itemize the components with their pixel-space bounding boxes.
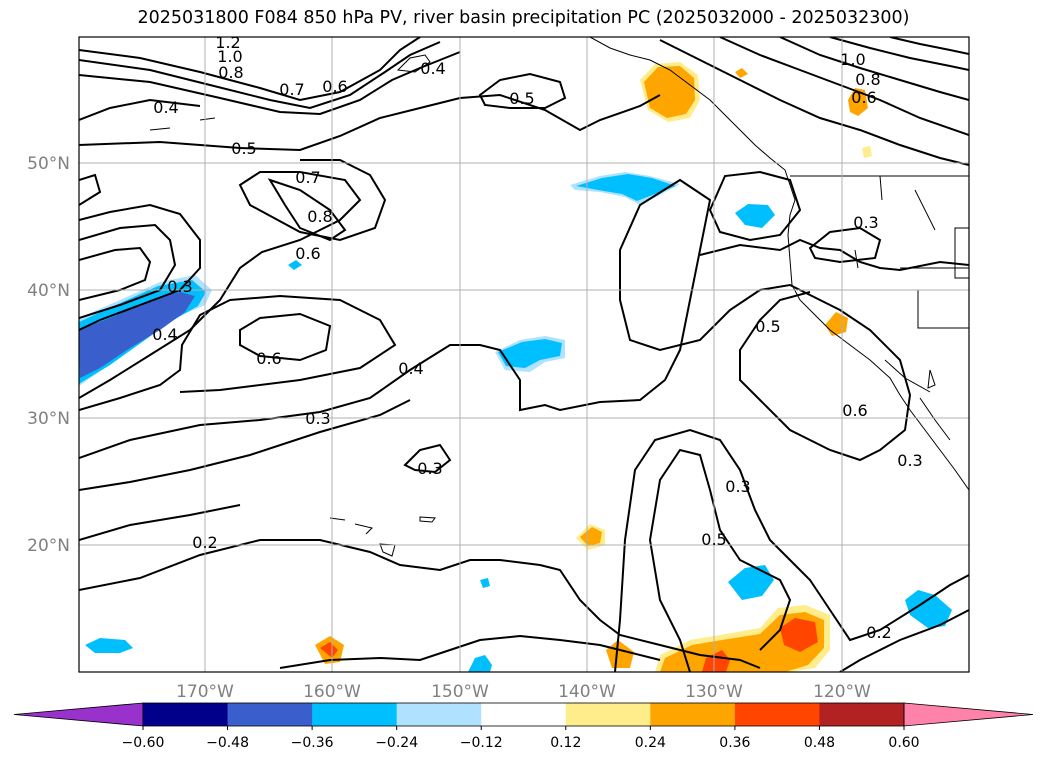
lat-label: 30°N	[27, 409, 70, 429]
colorbar-tick-label: 0.24	[635, 735, 666, 751]
contour-label: 0.6	[842, 401, 867, 420]
contour-label: 0.3	[417, 459, 442, 478]
lon-label: 120°W	[813, 682, 871, 702]
contour-label: 0.2	[866, 623, 891, 642]
contour-label: 0.3	[167, 277, 192, 296]
lat-label: 20°N	[27, 536, 70, 556]
colorbar-tick-label: 0.60	[888, 735, 919, 751]
contour-label: 0.4	[420, 59, 445, 78]
contour-label: 0.5	[755, 317, 780, 336]
contour-label: 0.8	[307, 207, 332, 226]
map-frame	[78, 36, 970, 673]
negative-anomaly-shading	[79, 172, 952, 672]
colorbar-segment	[650, 703, 736, 726]
colorbar-tick-label: −0.48	[206, 735, 249, 751]
lat-label: 50°N	[27, 154, 70, 174]
contour-label: 0.8	[855, 70, 880, 89]
contour-label: 0.5	[231, 139, 256, 158]
longitude-labels: 170°W 160°W 150°W 140°W 130°W 120°W	[176, 682, 871, 702]
colorbar-tick-label: −0.24	[375, 735, 418, 751]
contour-label: 0.4	[152, 325, 177, 344]
contour-label: 0.6	[256, 349, 281, 368]
colorbar-segment	[143, 703, 229, 726]
colorbar-tick-label: −0.12	[460, 735, 503, 751]
contour-label: 0.3	[853, 213, 878, 232]
colorbar-segment	[481, 703, 567, 726]
colorbar-segment	[819, 703, 905, 726]
colorbar-segment	[312, 703, 398, 726]
contour-label: 0.2	[192, 533, 217, 552]
lon-label: 160°W	[303, 682, 361, 702]
contour-label: 0.7	[295, 168, 320, 187]
lon-label: 170°W	[176, 682, 234, 702]
colorbar-frame	[142, 702, 905, 727]
pv-contours	[79, 37, 969, 672]
contour-label: 1.0	[217, 47, 242, 66]
colorbar-segment	[565, 703, 651, 726]
contour-label: 0.4	[398, 359, 423, 378]
lon-label: 150°W	[431, 682, 489, 702]
contour-label: 0.3	[305, 409, 330, 428]
contour-label: 0.5	[701, 530, 726, 549]
contour-label: 0.6	[295, 244, 320, 263]
contour-label: 0.4	[153, 98, 178, 117]
contour-label: 0.6	[322, 77, 347, 96]
colorbar-extend-low	[13, 702, 144, 727]
contour-label: 1.2	[215, 33, 240, 52]
lat-label: 40°N	[27, 281, 70, 301]
map-gridlines	[79, 37, 969, 672]
contour-label: 0.8	[218, 63, 243, 82]
colorbar-tick-label: 0.48	[804, 735, 835, 751]
contour-label: 0.3	[725, 477, 750, 496]
colorbar: −0.60 −0.48 −0.36 −0.24 −0.12 0.12 0.24 0.36 0.4…	[13, 702, 1034, 751]
contour-label: 0.3	[897, 451, 922, 470]
contour-label: 0.5	[509, 89, 534, 108]
colorbar-tick-label: −0.36	[291, 735, 334, 751]
colorbar-tick-label: −0.60	[122, 735, 165, 751]
lon-label: 140°W	[558, 682, 616, 702]
map-title: 2025031800 F084 850 hPa PV, river basin …	[137, 8, 910, 28]
contour-label: 1.0	[840, 50, 865, 69]
colorbar-tick-label: 0.36	[719, 735, 750, 751]
contour-label: 0.7	[279, 80, 304, 99]
colorbar-segment	[227, 703, 313, 726]
colorbar-segment	[396, 703, 482, 726]
latitude-labels: 50°N 40°N 30°N 20°N	[27, 154, 70, 556]
colorbar-segment	[734, 703, 820, 726]
contour-labels: 1.2 1.0 0.8 0.7 0.6 0.4 0.4 0.5 1.0 0.8 …	[152, 33, 922, 642]
colorbar-tick-label: 0.12	[550, 735, 581, 751]
colorbar-extend-high	[903, 702, 1034, 727]
contour-label: 0.6	[851, 88, 876, 107]
lon-label: 130°W	[685, 682, 743, 702]
